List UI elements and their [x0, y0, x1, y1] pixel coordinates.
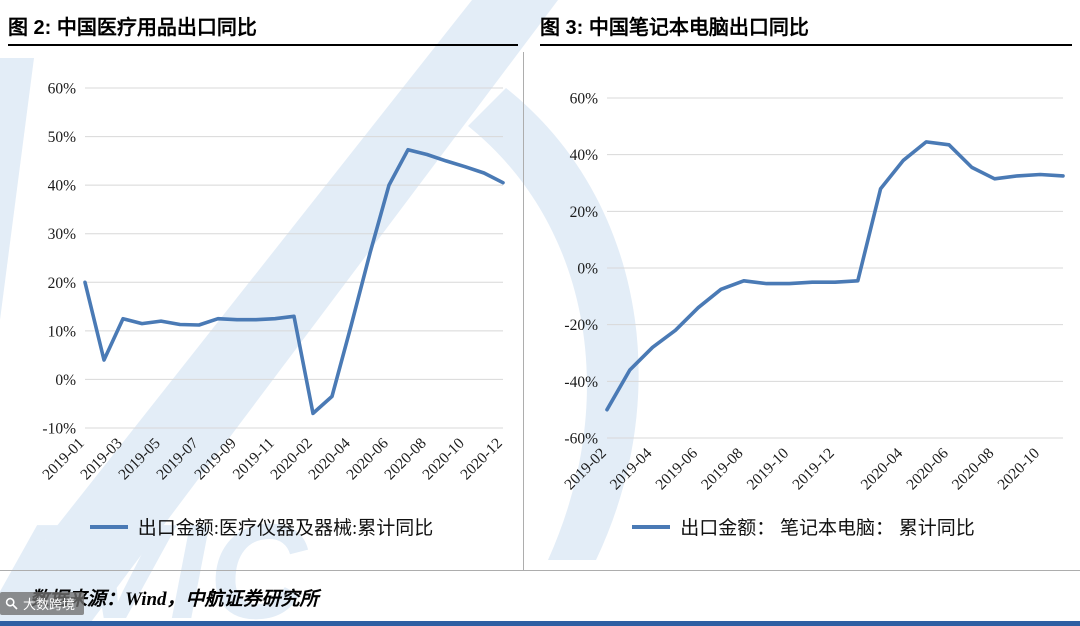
- y-axis-tick-label: -20%: [564, 317, 598, 334]
- figure2-title: 图 2: 中国医疗用品出口同比: [8, 17, 257, 39]
- data-series-line: [83, 147, 505, 416]
- figure3-title: 图 3: 中国笔记本电脑出口同比: [540, 17, 809, 39]
- x-axis-tick-label: 2020-04: [858, 445, 907, 494]
- x-axis-tick-label: 2020-12: [457, 435, 506, 484]
- bottom-accent-bar: [0, 621, 1080, 626]
- x-axis-tick-label: 2020-08: [949, 445, 998, 494]
- x-axis-tick-label: 2019-04: [607, 445, 656, 494]
- legend-label-medical: 出口金额:医疗仪器及器械:累计同比: [137, 518, 434, 539]
- y-axis-tick-label: 60%: [570, 91, 599, 108]
- chart-svg: 60%40%20%0%-20%-40%-60%2019-022019-04201…: [561, 91, 1065, 494]
- x-axis-tick-label: 2020-02: [267, 435, 316, 484]
- y-axis-tick-label: 40%: [48, 178, 77, 195]
- x-axis-tick-label: 2019-12: [789, 445, 838, 494]
- y-axis-tick-label: 40%: [570, 147, 599, 164]
- avic-logo-left-sliver: [0, 58, 34, 320]
- laptop-exports-chart: 60% 40% 20% 0% -20% -40% -60% 2019-02 2019-04 201…: [535, 52, 1072, 507]
- y-axis-tick-label: -10%: [42, 421, 76, 438]
- x-axis-tick-label: 2019-01: [39, 435, 88, 484]
- magnifier-icon: [5, 597, 18, 610]
- watermark-badge-text: 大数跨境: [23, 597, 76, 612]
- watermark-badge: 大数跨境: [0, 592, 85, 615]
- legend-line-sample: [632, 524, 671, 529]
- y-axis-tick-label: 0%: [577, 261, 598, 278]
- y-axis-tick-label: 10%: [48, 323, 77, 340]
- y-axis-tick-label: -40%: [564, 374, 598, 391]
- x-axis-tick-label: 2020-10: [994, 445, 1043, 494]
- y-axis-tick-label: -60%: [564, 431, 598, 448]
- data-source-note: 数据来源：Wind，中航证券研究所: [30, 589, 319, 610]
- figure3-title-bar: 图 3: 中国笔记本电脑出口同比: [540, 8, 1072, 46]
- y-axis-tick-label: 0%: [55, 372, 76, 389]
- medical-exports-chart: 60% 50% 40% 30% 20% 10% 0% -10% 2019-01 2019-03 20…: [8, 52, 515, 507]
- y-axis-tick-label: 20%: [48, 275, 77, 292]
- y-axis-tick-label: 60%: [48, 81, 77, 98]
- figure2-title-bar: 图 2: 中国医疗用品出口同比: [8, 8, 518, 46]
- x-axis-tick-label: 2019-02: [561, 445, 610, 494]
- legend-line-sample: [89, 524, 128, 529]
- x-axis-tick-label: 2019-08: [698, 445, 747, 494]
- legend-laptop: 出口金额： 笔记本电脑： 累计同比: [535, 513, 1072, 540]
- medical-exports-panel: 60% 50% 40% 30% 20% 10% 0% -10% 2019-01 2019-03 20…: [8, 52, 515, 540]
- legend-medical: 出口金额:医疗仪器及器械:累计同比: [8, 513, 515, 540]
- y-axis-tick-label: 50%: [48, 129, 77, 146]
- y-axis-tick-label: 20%: [570, 204, 599, 221]
- legend-label-laptop: 出口金额： 笔记本电脑： 累计同比: [680, 518, 975, 539]
- panel-divider-vertical: [523, 52, 524, 570]
- x-axis-tick-label: 2019-10: [744, 445, 793, 494]
- chart-svg: 60%50%40%30%20%10%0%-10%2019-012019-0320…: [39, 81, 506, 484]
- x-axis-tick-label: 2019-06: [652, 445, 701, 494]
- x-axis-tick-label: 2019-09: [191, 435, 240, 484]
- data-series-line: [605, 140, 1065, 412]
- footer-divider: [0, 570, 1080, 571]
- x-axis-tick-label: 2020-06: [903, 445, 952, 494]
- avic-logo-arc: [468, 88, 639, 560]
- y-axis-tick-label: 30%: [48, 226, 77, 243]
- avic-logo-swoosh-band: [0, 0, 558, 626]
- laptop-exports-panel: 60% 40% 20% 0% -20% -40% -60% 2019-02 2019-04 201…: [535, 52, 1072, 540]
